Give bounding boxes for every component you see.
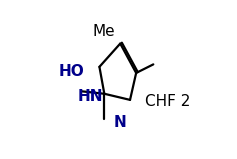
Text: N: N	[114, 115, 127, 130]
Text: CHF 2: CHF 2	[145, 94, 191, 109]
Text: HO: HO	[59, 64, 85, 80]
Text: Me: Me	[93, 24, 115, 39]
Text: HN: HN	[78, 89, 103, 104]
